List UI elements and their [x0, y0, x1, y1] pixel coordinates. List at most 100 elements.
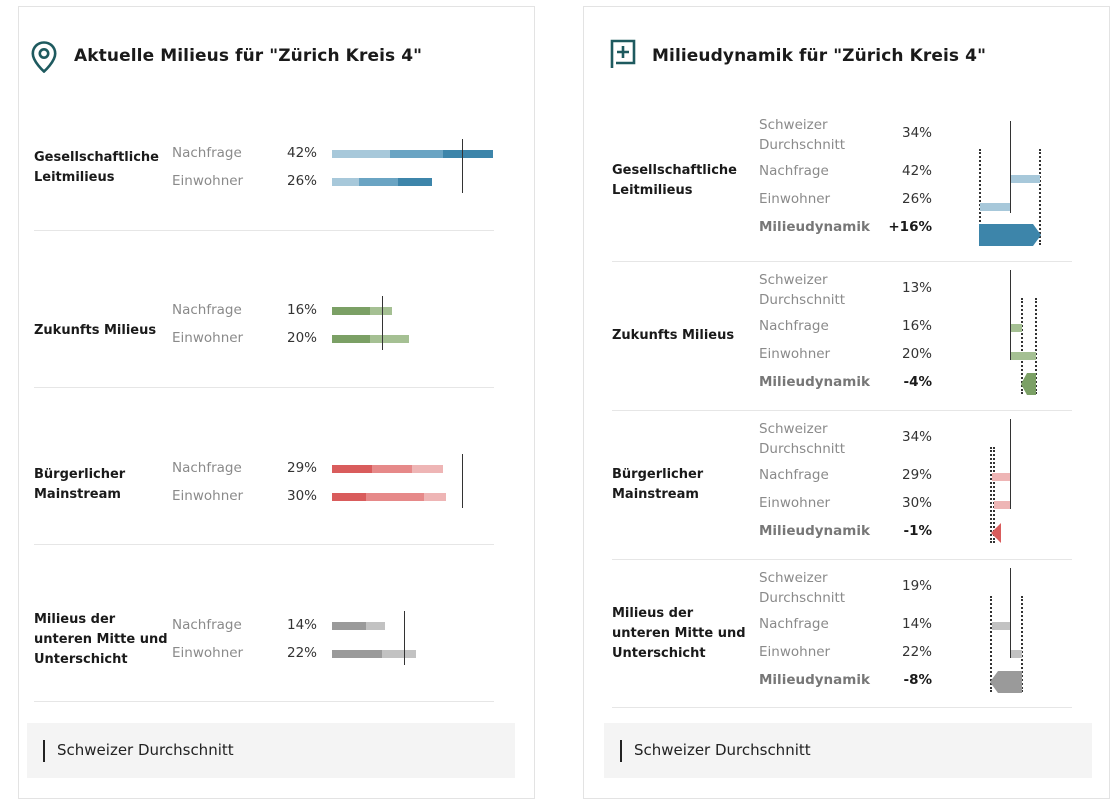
swiss-average-line [1010, 419, 1011, 509]
demand-bar-segment [332, 307, 370, 315]
row-value: 30% [286, 488, 317, 504]
row-label: Milieudynamik [759, 374, 870, 390]
dynamics-arrow [991, 523, 1001, 543]
row-label: Einwohner [172, 173, 244, 189]
row-value: 26% [286, 173, 317, 189]
swiss-average-line [1010, 121, 1011, 213]
row-label: Nachfrage [172, 460, 242, 476]
row-value: 22% [286, 645, 317, 661]
resident-marker [1021, 596, 1023, 692]
legend-label: Schweizer Durchschnitt [57, 741, 234, 759]
row-value: -1% [903, 523, 932, 539]
resident-marker [1035, 298, 1037, 394]
divider [612, 559, 1072, 560]
demand-bar-segment [390, 150, 443, 158]
demand-marker [990, 596, 992, 692]
row-value: 14% [286, 617, 317, 633]
milieu-name: Gesellschaftliche Leitmilieus [612, 163, 737, 198]
milieu-name: Milieus der unteren Mitte und Unterschic… [34, 612, 168, 667]
demand-bar-segment [332, 150, 390, 158]
dynamics-group: Milieus der unteren Mitte und Unterschic… [584, 562, 1109, 710]
demand-bar-segment [366, 622, 385, 630]
row-label: Schweizer Durchschnitt [759, 117, 846, 153]
resident-bar-segment [424, 493, 446, 501]
resident-bar-segment [398, 178, 432, 186]
demand-bar-segment [412, 465, 443, 473]
resident-bar [994, 501, 1010, 509]
divider [34, 387, 494, 388]
divider [34, 701, 494, 702]
demand-marker [1021, 298, 1023, 394]
demand-bar-segment [332, 622, 366, 630]
demand-bar-segment [370, 307, 392, 315]
milieu-name: Zukunfts Milieus [34, 323, 157, 338]
demand-marker [1039, 149, 1041, 245]
row-label: Einwohner [759, 346, 831, 362]
row-value: 13% [901, 280, 932, 296]
swiss-average-marker [382, 296, 383, 350]
demand-bar [992, 622, 1010, 630]
swiss-average-marker [404, 611, 405, 665]
dynamics-arrow [979, 224, 1041, 246]
divider [612, 261, 1072, 262]
swiss-average-marker [462, 139, 463, 193]
row-value: 34% [901, 125, 932, 141]
resident-bar-segment [370, 335, 409, 343]
current-milieus-panel: Aktuelle Milieus für "Zürich Kreis 4" Ge… [18, 6, 535, 799]
row-label: Schweizer Durchschnitt [759, 272, 846, 308]
legend-label: Schweizer Durchschnitt [634, 741, 811, 759]
panel-title: Aktuelle Milieus für "Zürich Kreis 4" [74, 46, 423, 66]
row-value: 42% [901, 163, 932, 179]
milieu-name: Bürgerlicher Mainstream [34, 467, 126, 502]
resident-bar-segment [366, 493, 424, 501]
dynamics-arrow [1021, 373, 1036, 395]
dynamics-arrow [990, 671, 1022, 693]
demand-bar [1011, 324, 1022, 332]
row-value: 26% [901, 191, 932, 207]
row-value: -4% [903, 374, 932, 390]
row-label: Einwohner [759, 495, 831, 511]
row-label: Nachfrage [172, 302, 242, 318]
demand-bar-segment [372, 465, 412, 473]
divider [612, 707, 1072, 708]
row-label: Nachfrage [172, 617, 242, 633]
row-label: Schweizer Durchschnitt [759, 570, 846, 606]
map-pin-icon [31, 41, 57, 73]
dynamics-group: Bürgerlicher Mainstream Schweizer Durchs… [584, 413, 1109, 561]
milieu-group: Gesellschaftliche Leitmilieus Nachfrage … [19, 137, 534, 237]
milieu-group: Milieus der unteren Mitte und Unterschic… [19, 609, 534, 709]
row-label: Nachfrage [172, 145, 242, 161]
row-value: 34% [901, 429, 932, 445]
dynamics-group: Zukunfts Milieus Schweizer Durchschnitt … [584, 264, 1109, 412]
row-value: -8% [903, 672, 932, 688]
divider [612, 410, 1072, 411]
resident-bar-segment [359, 178, 398, 186]
demand-bar-segment [443, 150, 493, 158]
milieu-name: Milieus der unteren Mitte und Unterschic… [612, 606, 746, 661]
milieu-group: Zukunfts Milieus Nachfrage 16% Einwohner… [19, 294, 534, 394]
row-value: +16% [888, 219, 932, 235]
resident-marker [993, 447, 995, 543]
row-label: Einwohner [759, 644, 831, 660]
milieu-name: Bürgerlicher Mainstream [612, 467, 704, 502]
panel-title: Milieudynamik für "Zürich Kreis 4" [652, 46, 987, 66]
legend-marker [620, 740, 622, 762]
divider [34, 544, 494, 545]
row-value: 20% [901, 346, 932, 362]
legend-marker [43, 740, 45, 762]
divider [34, 230, 494, 231]
row-value: 19% [901, 578, 932, 594]
milieu-group: Bürgerlicher Mainstream Nachfrage 29% Ei… [19, 452, 534, 552]
row-value: 16% [901, 318, 932, 334]
milieu-dynamics-panel: Milieudynamik für "Zürich Kreis 4" Gesel… [583, 6, 1110, 799]
resident-bar-segment [332, 335, 370, 343]
resident-bar [1011, 352, 1036, 360]
demand-marker [990, 447, 992, 543]
resident-bar [980, 203, 1010, 211]
resident-marker [979, 149, 981, 245]
row-value: 14% [901, 616, 932, 632]
plus-square-icon [610, 39, 636, 68]
row-label: Milieudynamik [759, 523, 870, 539]
swiss-average-line [1010, 270, 1011, 360]
row-value: 42% [286, 145, 317, 161]
